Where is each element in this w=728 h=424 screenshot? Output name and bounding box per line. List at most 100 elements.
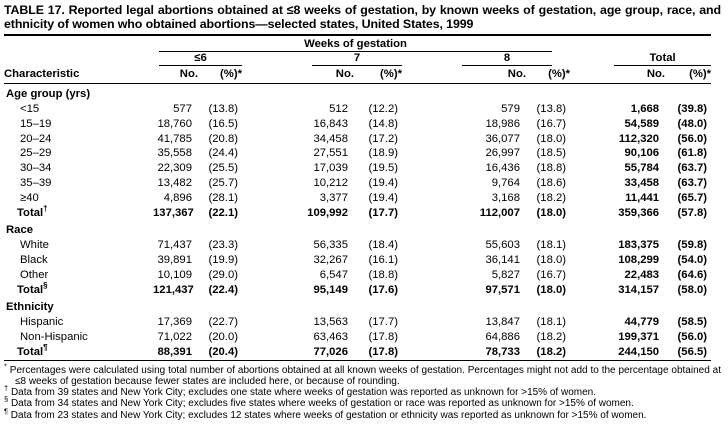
cell: 579 — [501, 102, 520, 115]
cell: 314,157 — [618, 283, 660, 296]
cell: (13.8) — [208, 102, 238, 115]
cell: 4,896 — [163, 191, 192, 204]
group-header-8: 8 — [402, 52, 570, 67]
cell: 55,784 — [624, 162, 660, 175]
footnote: ¶ Data from 23 states and New York City;… — [4, 406, 647, 421]
total-row: Total† 137,367 (22.1) 109,992 (17.7) 112,007 (… — [4, 203, 711, 221]
spacer-cell — [570, 35, 711, 52]
table-header: Weeks of gestation ≤6 7 8 Total Characte… — [4, 35, 712, 85]
cell: 27,551 — [313, 147, 348, 160]
cell: (22.4) — [208, 283, 238, 296]
cell: (18.0) — [536, 253, 567, 266]
cell: 10,212 — [313, 176, 348, 189]
cell: 36,077 — [485, 132, 520, 145]
cell: 44,779 — [624, 316, 660, 329]
cell: 90,106 — [624, 147, 660, 160]
cell: (18.1) — [536, 239, 567, 252]
cell: (28.1) — [208, 191, 238, 204]
cell: (20.4) — [208, 345, 238, 358]
cell: (16.7) — [536, 268, 567, 281]
cell: 512 — [329, 102, 348, 115]
cell: (18.1) — [536, 316, 567, 329]
cell: 112,320 — [618, 132, 660, 145]
cell: (59.8) — [677, 239, 708, 252]
cell: (19.4) — [368, 176, 398, 189]
cell: 39,891 — [157, 253, 192, 266]
cell: 16,843 — [313, 117, 348, 130]
cell: (24.4) — [208, 147, 238, 160]
cell: 26,997 — [485, 147, 520, 160]
cell: (19.4) — [368, 191, 398, 204]
table-row: <15 577 (13.8) 512 (12.2) 579 (13.8) 1,668 (39.8… — [4, 102, 711, 117]
cell: 9,764 — [491, 176, 520, 189]
cell: (18.2) — [536, 345, 567, 358]
cell: (18.5) — [536, 147, 567, 160]
group-label-row: ≤6 7 8 Total — [4, 52, 712, 67]
footnote: * Percentages were calculated using tota… — [4, 361, 721, 387]
cell: (63.7) — [677, 176, 708, 189]
cell: 71,437 — [157, 239, 192, 252]
cell: (25.7) — [208, 176, 238, 189]
cell: (17.2) — [368, 132, 398, 145]
cell: (18.8) — [536, 162, 567, 175]
cell: (29.0) — [208, 268, 238, 281]
cell: 16,436 — [485, 162, 520, 175]
cell: (54.0) — [677, 253, 708, 266]
col-header-no: No. — [402, 66, 526, 85]
cell: (63.7) — [677, 162, 708, 175]
cell: 35,558 — [157, 147, 192, 160]
col-header-pct: (%)* — [665, 66, 712, 85]
table-row: Hispanic 17,369 (22.7) 13,563 (17.7) 13,847 (1… — [4, 315, 711, 330]
row-label: Total† — [17, 203, 48, 219]
cell: 78,733 — [485, 345, 520, 358]
section-row: Age group (yrs) — [4, 84, 711, 102]
col-header-pct: (%)* — [198, 66, 242, 85]
cell: (17.7) — [368, 316, 398, 329]
cell: 13,482 — [157, 176, 192, 189]
group-header-weeks-of-gestation: Weeks of gestation — [152, 35, 570, 53]
row-label: ≥40 — [20, 191, 39, 204]
table-row: 15–19 18,760 (16.5) 16,843 (14.8) 18,986 (16.7… — [4, 117, 711, 132]
col-header-no: No. — [570, 66, 666, 85]
cell: (56.0) — [677, 132, 708, 145]
col-header-pct: (%)* — [526, 66, 571, 85]
cell: (18.9) — [368, 147, 398, 160]
cell: (18.2) — [536, 330, 567, 343]
row-label: White — [20, 239, 49, 252]
cell: (18.4) — [368, 239, 398, 252]
spanner-row: Weeks of gestation — [4, 35, 711, 53]
cell: 56,335 — [313, 239, 348, 252]
cell: 54,589 — [624, 117, 660, 130]
table-row: ≥40 4,896 (28.1) 3,377 (19.4) 3,168 (18.2) 11,4… — [4, 191, 711, 206]
cell: 183,375 — [618, 239, 660, 252]
cell: 41,785 — [157, 132, 192, 145]
group-header-7: 7 — [242, 52, 402, 67]
cell: (56.5) — [677, 345, 708, 358]
cell: (12.2) — [368, 102, 398, 115]
section-row: Ethnicity — [4, 297, 711, 315]
cell: 34,458 — [313, 132, 348, 145]
section-label: Ethnicity — [6, 301, 54, 314]
cell: 97,571 — [485, 283, 520, 296]
row-label: 35–39 — [20, 176, 52, 189]
cell: 22,309 — [157, 162, 192, 175]
cell: (22.7) — [208, 316, 238, 329]
section-row: Race — [4, 220, 711, 238]
cell: (13.8) — [536, 102, 567, 115]
cell: (19.5) — [368, 162, 398, 175]
table-row: 35–39 13,482 (25.7) 10,212 (19.4) 9,764 (18.6)… — [4, 176, 711, 191]
cell: (18.2) — [536, 191, 567, 204]
cell: (65.7) — [677, 191, 708, 204]
cell: (16.7) — [536, 117, 567, 130]
cell: 88,391 — [157, 345, 192, 358]
cell: 95,149 — [313, 283, 348, 296]
row-label: Total¶ — [17, 342, 48, 358]
total-row: Total§ 121,437 (22.4) 95,149 (17.6) 97,571 (18… — [4, 281, 711, 298]
cell: 17,369 — [157, 316, 192, 329]
table-row: Black 39,891 (19.9) 32,267 (16.1) 36,141 (18.0… — [4, 253, 711, 268]
cell: 108,299 — [618, 253, 660, 266]
cell: 11,441 — [625, 191, 660, 204]
cell: 3,377 — [319, 191, 348, 204]
table-row: Other 10,109 (29.0) 6,547 (18.8) 5,827 (16.7) 2… — [4, 268, 711, 283]
total-row: Total¶ 88,391 (20.4) 77,026 (17.8) 78,733 (18.… — [4, 342, 711, 360]
